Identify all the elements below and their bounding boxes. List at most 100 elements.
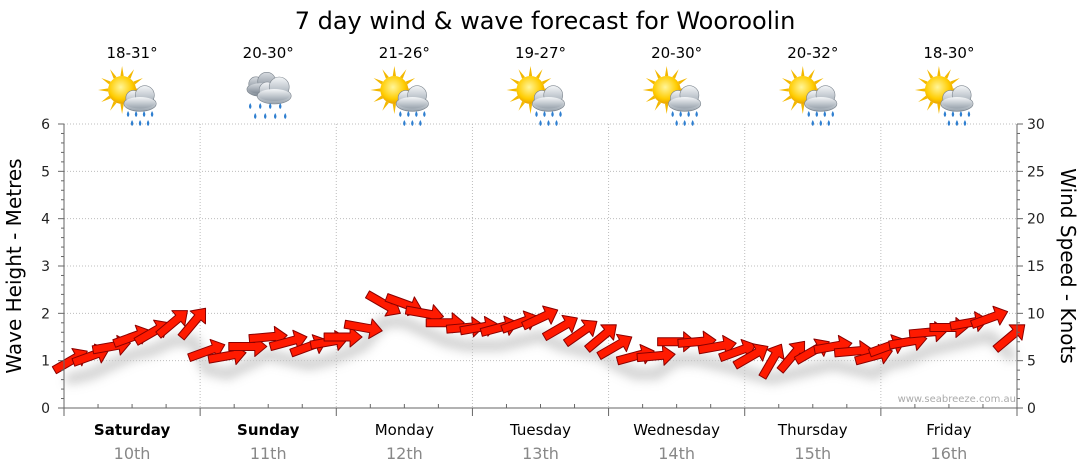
left-tick-label: 1: [41, 354, 50, 370]
sun-ray: [808, 69, 815, 79]
sun-ray: [664, 103, 669, 114]
wind-arrow-shape: [541, 314, 578, 341]
rain-drop: [138, 120, 142, 126]
day-date: 13th: [522, 444, 559, 463]
cloud-shape: [256, 76, 292, 105]
rain-drop: [823, 111, 827, 117]
sun-ray: [672, 69, 679, 79]
rain-drop: [411, 120, 414, 126]
day-name: Thursday: [777, 421, 848, 439]
sun-ray: [133, 78, 143, 85]
rain-drop: [815, 111, 819, 117]
watermark: www.seabreeze.com.au: [898, 394, 1016, 405]
rain-drop: [258, 103, 262, 109]
cloud-fill: [533, 97, 564, 109]
rain-drop: [679, 111, 682, 117]
rain-drop: [671, 111, 674, 117]
day-date: 11th: [250, 444, 287, 463]
wind-arrow-shape: [758, 343, 785, 380]
rain-drop: [811, 120, 815, 126]
sun-ray: [801, 103, 805, 114]
left-tick-label: 4: [41, 212, 50, 228]
cloud-shape: [668, 85, 702, 112]
wind-arrow: [51, 348, 88, 375]
sun-ray: [677, 78, 688, 85]
wind-arrow-shape: [177, 307, 207, 341]
sun-ray: [813, 78, 824, 85]
wind-arrow-shape: [636, 344, 676, 366]
day-temp-range: 20-30°: [651, 44, 702, 62]
rain-drop: [551, 111, 554, 117]
sun-ray: [950, 78, 960, 85]
rain-drop: [403, 120, 406, 126]
y-axis-left-label: Wave Height - Metres: [2, 158, 26, 373]
sun-cloud-rain-icon: [98, 66, 157, 126]
day-temp-range: 18-30°: [923, 44, 974, 62]
sun-ray: [645, 95, 656, 102]
wind-shadow: [64, 315, 1017, 385]
rain-drop: [827, 120, 831, 126]
wind-arrow: [584, 324, 617, 353]
sun-ray: [918, 95, 928, 102]
sun-cloud-rain-icon: [778, 66, 838, 126]
sun-ray: [528, 103, 533, 114]
sun-ray: [782, 95, 792, 102]
rain-drop: [146, 120, 150, 126]
sun-cloud-rain-icon: [506, 66, 565, 126]
sun-ray: [654, 101, 662, 111]
sun-ray: [509, 95, 520, 102]
rain-drop: [831, 111, 835, 117]
sun-ray: [110, 69, 117, 79]
sun-ray: [399, 69, 407, 79]
day-temp-range: 19-27°: [515, 44, 566, 62]
rain-drop: [415, 111, 418, 117]
left-tick-label: 3: [41, 259, 50, 275]
cloud-fill: [258, 89, 291, 101]
cloud-fill: [941, 97, 973, 109]
day-temp-range: 20-30°: [243, 44, 294, 62]
cloud-shape: [395, 85, 429, 112]
sun-ray: [801, 66, 805, 77]
left-tick-label: 0: [41, 401, 50, 417]
right-tick-label: 5: [1027, 354, 1036, 370]
rain-drop: [947, 120, 951, 126]
sun-ray: [101, 95, 111, 102]
day-name: Sunday: [237, 421, 300, 439]
cloud-fill: [397, 97, 428, 109]
wind-arrow-shape: [500, 310, 539, 334]
cloud-shape: [123, 85, 157, 112]
rain-drop: [268, 103, 272, 109]
wind-arrow-shape: [562, 319, 598, 347]
rain-drop: [535, 111, 538, 117]
rain-drop: [126, 111, 130, 117]
rain-drop: [423, 111, 426, 117]
sun-ray: [382, 69, 389, 79]
rain-drop: [951, 111, 955, 117]
cloud-fill: [124, 97, 156, 109]
sun-ray: [782, 78, 792, 85]
right-tick-label: 20: [1027, 212, 1045, 228]
sun-cloud-rain-icon: [642, 66, 702, 126]
rain-drop: [130, 120, 134, 126]
wind-arrows: [51, 290, 1026, 380]
day-date: 15th: [794, 444, 831, 463]
cloud-rain-icon: [246, 72, 292, 119]
rain-drop: [150, 111, 154, 117]
day-date: 10th: [114, 444, 151, 463]
sun-ray: [642, 88, 653, 92]
sun-ray: [120, 103, 124, 114]
rain-drop: [248, 103, 252, 109]
wind-arrow-shape: [155, 310, 188, 339]
rain-drop: [273, 113, 277, 119]
sun-ray: [914, 88, 926, 92]
wind-arrow: [521, 305, 559, 331]
rain-drop: [963, 120, 967, 126]
sun-ray: [98, 88, 109, 92]
wind-arrow-shape: [521, 305, 559, 331]
rain-drop: [543, 111, 546, 117]
y-axis-right-label: Wind Speed - Knots: [1056, 168, 1080, 364]
rain-drop: [675, 120, 678, 126]
rain-drop: [547, 120, 550, 126]
sun-ray: [392, 66, 397, 77]
sun-ray: [392, 103, 397, 114]
